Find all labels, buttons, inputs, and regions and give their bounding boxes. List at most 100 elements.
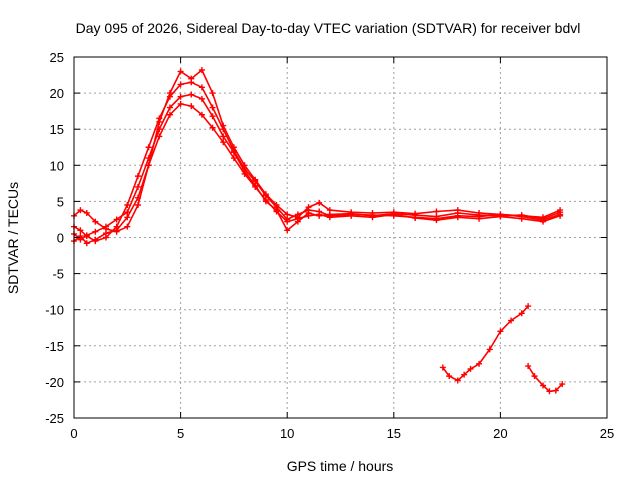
x-tick-label: 5 <box>177 426 184 441</box>
data-point <box>273 207 280 214</box>
data-point <box>198 95 205 102</box>
y-tick-label: 25 <box>50 50 64 65</box>
data-point <box>188 91 195 98</box>
data-point <box>518 212 525 219</box>
x-tick-label: 25 <box>600 426 614 441</box>
data-point <box>177 100 184 107</box>
data-point <box>412 212 419 219</box>
data-point <box>454 209 461 216</box>
y-tick-label: -5 <box>52 267 64 282</box>
data-point <box>284 227 291 234</box>
x-tick-label: 0 <box>70 426 77 441</box>
data-point <box>134 183 141 190</box>
series-layer <box>71 66 566 395</box>
data-point <box>134 173 141 180</box>
data-point <box>546 388 553 395</box>
tick-labels: 0 5 10 15 20 25 25 20 15 10 5 0 -5 -10 -15 -20 -25 <box>45 50 614 441</box>
data-point <box>467 365 474 372</box>
data-point <box>198 84 205 91</box>
data-point <box>540 215 547 222</box>
y-tick-label: 15 <box>50 122 64 137</box>
data-point <box>476 360 483 367</box>
data-point <box>497 328 504 335</box>
data-point <box>92 218 99 225</box>
y-axis-label: SDTVAR / TECUs <box>5 182 21 294</box>
data-point <box>166 104 173 111</box>
data-point <box>294 218 301 225</box>
data-point <box>220 126 227 133</box>
data-point <box>508 317 515 324</box>
data-point <box>83 209 90 216</box>
y-tick-label: 0 <box>57 231 64 246</box>
data-point <box>461 371 468 378</box>
data-point <box>177 93 184 100</box>
data-point <box>145 155 152 162</box>
data-point <box>518 310 525 317</box>
series-track-3 <box>71 100 564 247</box>
data-point <box>177 68 184 75</box>
data-point <box>209 104 216 111</box>
y-tick-label: -20 <box>45 375 64 390</box>
data-point <box>177 81 184 88</box>
data-point <box>113 227 120 234</box>
data-point <box>525 303 532 310</box>
y-tick-label: -15 <box>45 339 64 354</box>
data-point <box>316 199 323 206</box>
data-point <box>326 211 333 218</box>
x-tick-label: 15 <box>387 426 401 441</box>
data-point <box>262 198 269 205</box>
data-point <box>369 212 376 219</box>
data-point <box>446 373 453 380</box>
data-point <box>77 227 84 234</box>
y-tick-label: 5 <box>57 194 64 209</box>
grid <box>74 57 607 418</box>
series-track-2 <box>71 79 564 245</box>
series-track-1 <box>71 66 564 235</box>
series-track-4 <box>71 91 564 243</box>
x-axis-label: GPS time / hours <box>287 458 394 474</box>
data-point <box>188 79 195 86</box>
data-point <box>92 236 99 243</box>
data-point <box>102 223 109 230</box>
data-point <box>284 218 291 225</box>
series-line <box>527 365 563 393</box>
data-point <box>390 210 397 217</box>
data-point <box>134 202 141 209</box>
y-tick-label: -25 <box>45 411 64 426</box>
x-tick-label: 20 <box>493 426 507 441</box>
data-point <box>433 208 440 215</box>
data-point <box>220 133 227 140</box>
y-tick-label: 20 <box>50 86 64 101</box>
data-point <box>113 216 120 223</box>
series-track-6 <box>525 363 566 395</box>
data-point <box>166 111 173 118</box>
data-point <box>540 382 547 389</box>
data-point <box>348 210 355 217</box>
y-tick-label: 10 <box>50 158 64 173</box>
data-point <box>305 209 312 216</box>
data-point <box>525 363 532 370</box>
data-point <box>145 144 152 151</box>
data-point <box>156 126 163 133</box>
y-tick-label: -10 <box>45 303 64 318</box>
data-point <box>557 209 564 216</box>
data-point <box>559 381 566 388</box>
data-point <box>552 387 559 394</box>
data-point <box>209 113 216 120</box>
data-point <box>166 93 173 100</box>
data-point <box>77 236 84 243</box>
x-tick-label: 10 <box>280 426 294 441</box>
series-track-5 <box>439 303 532 384</box>
data-point <box>124 223 131 230</box>
data-point <box>124 202 131 209</box>
data-point <box>230 149 237 156</box>
data-point <box>433 213 440 220</box>
data-point <box>230 155 237 162</box>
data-point <box>531 373 538 380</box>
data-point <box>316 212 323 219</box>
data-point <box>124 214 131 221</box>
data-point <box>83 240 90 247</box>
data-point <box>198 66 205 73</box>
data-point <box>486 346 493 353</box>
